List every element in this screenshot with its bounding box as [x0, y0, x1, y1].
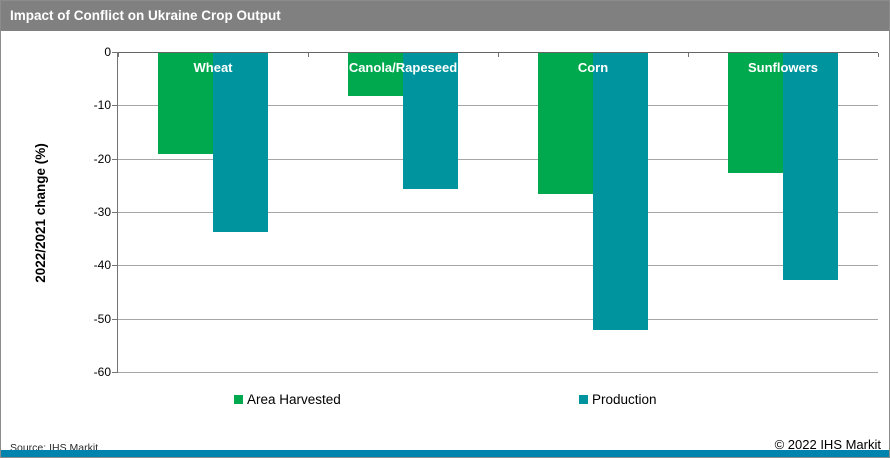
- x-axis-tick: [688, 53, 689, 57]
- y-axis-tick: [112, 372, 117, 373]
- bar-production-wheat: [213, 53, 268, 232]
- x-axis-tick: [498, 53, 499, 57]
- legend-item-area-harvested: Area Harvested: [234, 392, 341, 408]
- x-axis-tick: [878, 53, 879, 57]
- bar-production-canola-rapeseed: [403, 53, 458, 189]
- brand-bar: [1, 450, 889, 457]
- gridline: [118, 105, 878, 107]
- gridline: [118, 158, 878, 160]
- y-axis-tick: [112, 318, 117, 320]
- gridline: [118, 265, 878, 267]
- y-axis-tick: [112, 158, 117, 160]
- bar-area-harvested-wheat: [158, 53, 213, 155]
- bar-area-harvested-sunflowers: [728, 53, 783, 173]
- gridline: [118, 212, 878, 213]
- y-axis-title: 2022/2021 change (%): [33, 143, 48, 283]
- y-tick-label: 0: [104, 45, 111, 59]
- y-tick-label: -50: [93, 311, 111, 326]
- bar-area-harvested-canola-rapeseed: [348, 53, 403, 96]
- x-axis-tick: [118, 53, 119, 57]
- legend-swatch-icon: [234, 395, 243, 404]
- legend-swatch-icon: [579, 395, 588, 404]
- gridline: [118, 318, 878, 320]
- legend-item-production: Production: [579, 392, 657, 408]
- plot-area: 0 -10 -20 -30 -40 -50 -60 Wheat Canola/Rapeseed C…: [94, 45, 879, 379]
- bar-area-harvested-corn: [538, 53, 593, 195]
- y-axis-tick: [112, 52, 117, 53]
- x-axis-tick: [308, 53, 309, 57]
- y-tick-label: -40: [93, 258, 111, 273]
- bar-production-sunflowers: [783, 53, 838, 280]
- y-tick-label: -60: [93, 365, 111, 379]
- y-axis-tick: [112, 105, 117, 107]
- bar-production-corn: [593, 53, 648, 331]
- category-label: Wheat: [193, 60, 233, 75]
- y-axis-line: [117, 52, 118, 373]
- copyright-text: © 2022 IHS Markit: [774, 437, 881, 452]
- legend-label: Area Harvested: [247, 392, 341, 407]
- y-tick-label: -10: [93, 98, 111, 113]
- gridline: [118, 372, 878, 373]
- y-tick-label: -20: [93, 151, 111, 166]
- y-axis-tick: [112, 212, 117, 213]
- category-label: Corn: [577, 60, 609, 75]
- chart-title-bar: Impact of Conflict on Ukraine Crop Outpu…: [1, 1, 889, 31]
- legend-label: Production: [592, 392, 657, 407]
- category-label: Canola/Rapeseed: [348, 60, 458, 75]
- chart-title: Impact of Conflict on Ukraine Crop Outpu…: [10, 8, 281, 23]
- category-label: Sunflowers: [747, 60, 819, 75]
- y-tick-label: -30: [93, 205, 111, 219]
- y-axis-tick: [112, 265, 117, 267]
- zero-axis-line: [118, 52, 878, 53]
